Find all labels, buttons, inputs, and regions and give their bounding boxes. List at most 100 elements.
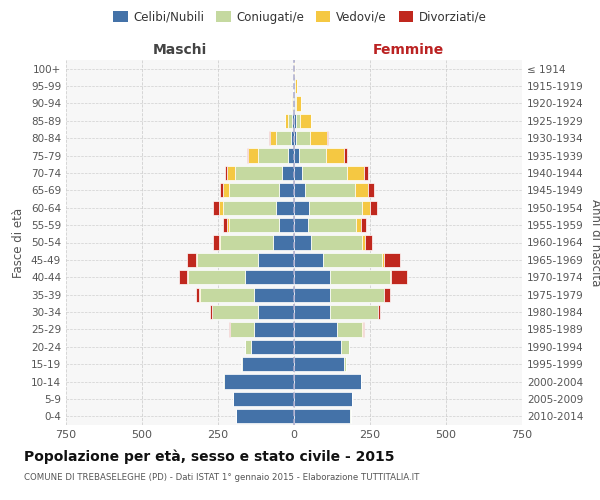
Bar (220, 183, 223, 198)
Bar (383, 253, 400, 267)
Bar (294, 200, 309, 215)
Bar (294, 79, 295, 93)
Bar (294, 374, 361, 388)
Bar (356, 218, 361, 232)
Bar (305, 183, 355, 198)
Bar (344, 357, 346, 372)
Bar (302, 166, 347, 180)
Y-axis label: Anni di nascita: Anni di nascita (589, 199, 600, 286)
Bar (294, 288, 331, 302)
Bar (229, 183, 279, 198)
Bar (293, 96, 294, 110)
Bar (188, 270, 245, 284)
Bar (230, 322, 254, 336)
Bar (247, 148, 248, 162)
Bar (288, 114, 292, 128)
Bar (199, 288, 200, 302)
Bar (368, 183, 374, 198)
Bar (291, 131, 294, 146)
Bar (276, 200, 294, 215)
Bar (311, 236, 362, 250)
Bar (279, 183, 294, 198)
Bar (365, 236, 371, 250)
Bar (391, 270, 407, 284)
Bar (300, 114, 311, 128)
Bar (378, 305, 380, 319)
Bar (257, 253, 294, 267)
Bar (223, 218, 227, 232)
Bar (341, 340, 349, 354)
Bar (179, 270, 187, 284)
Bar (257, 305, 294, 319)
Bar (296, 131, 310, 146)
Bar (223, 183, 229, 198)
Bar (362, 200, 370, 215)
Bar (309, 200, 362, 215)
Bar (294, 357, 344, 372)
Text: Maschi: Maschi (153, 42, 207, 56)
Bar (233, 392, 294, 406)
Bar (224, 374, 294, 388)
Bar (294, 96, 295, 110)
Bar (383, 288, 384, 302)
Bar (295, 96, 296, 110)
Bar (384, 288, 391, 302)
Bar (294, 322, 337, 336)
Bar (291, 96, 292, 110)
Bar (294, 166, 302, 180)
Bar (294, 253, 323, 267)
Bar (248, 148, 257, 162)
Bar (293, 79, 294, 93)
Bar (276, 131, 291, 146)
Bar (390, 270, 391, 284)
Bar (347, 166, 364, 180)
Bar (212, 305, 257, 319)
Bar (288, 148, 294, 162)
Bar (294, 114, 296, 128)
Bar (294, 131, 296, 146)
Bar (220, 236, 273, 250)
Bar (223, 200, 276, 215)
Bar (242, 357, 294, 372)
Bar (273, 236, 294, 250)
Bar (294, 148, 299, 162)
Bar (292, 114, 294, 128)
Bar (294, 218, 308, 232)
Bar (294, 270, 331, 284)
Bar (364, 166, 368, 180)
Bar (236, 409, 294, 424)
Bar (308, 218, 356, 232)
Bar (323, 253, 382, 267)
Bar (294, 236, 311, 250)
Text: COMUNE DI TREBASELEGHE (PD) - Dati ISTAT 1° gennaio 2015 - Elaborazione TUTTITAL: COMUNE DI TREBASELEGHE (PD) - Dati ISTAT… (24, 472, 419, 482)
Bar (362, 236, 365, 250)
Bar (294, 340, 341, 354)
Bar (210, 305, 212, 319)
Bar (187, 253, 196, 267)
Bar (344, 148, 347, 162)
Bar (251, 340, 294, 354)
Y-axis label: Fasce di età: Fasce di età (13, 208, 25, 278)
Bar (245, 270, 294, 284)
Bar (286, 114, 288, 128)
Bar (299, 148, 326, 162)
Bar (187, 270, 188, 284)
Bar (279, 218, 294, 232)
Bar (257, 148, 288, 162)
Bar (331, 305, 377, 319)
Bar (363, 322, 364, 336)
Bar (235, 166, 282, 180)
Bar (361, 218, 367, 232)
Bar (197, 253, 257, 267)
Bar (310, 131, 327, 146)
Bar (254, 322, 294, 336)
Bar (200, 288, 254, 302)
Bar (370, 200, 377, 215)
Bar (229, 322, 230, 336)
Bar (294, 392, 352, 406)
Bar (331, 270, 390, 284)
Bar (213, 236, 219, 250)
Bar (326, 148, 344, 162)
Bar (355, 183, 368, 198)
Bar (196, 253, 197, 267)
